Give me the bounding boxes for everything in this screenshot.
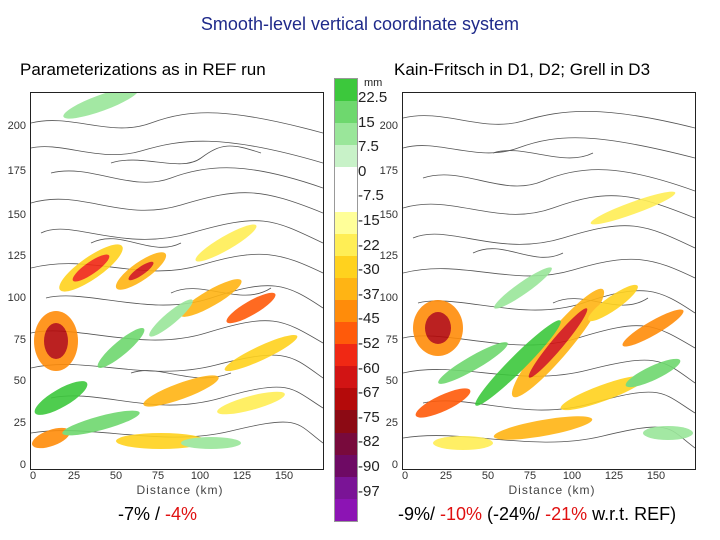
y-tick: 150: [7, 209, 26, 221]
x-tick: 75: [523, 470, 537, 482]
y-tick: 0: [391, 459, 398, 471]
y-tick: 75: [13, 334, 26, 346]
right-map-plot: [402, 92, 696, 470]
x-tick: 75: [151, 470, 165, 482]
colorbar-label: -82: [358, 433, 380, 451]
colorbar-cell: [335, 167, 357, 190]
colorbar-cell: [335, 299, 357, 323]
y-tick: 75: [385, 334, 398, 346]
colorbar-label: -97: [358, 482, 380, 500]
colorbar-label: -37: [358, 285, 380, 303]
colorbar-cell: [335, 454, 357, 477]
colorbar-label: -22: [358, 236, 380, 254]
right-map-panel: 200 175 150 125 100 75 50 25 0 0 25 50 7…: [372, 86, 702, 500]
x-tick: 50: [481, 470, 495, 482]
right-result-a: -9%/: [398, 504, 441, 524]
colorbar-label: 15: [358, 113, 375, 131]
colorbar-label: -60: [358, 359, 380, 377]
colorbar-label: 7.5: [358, 138, 379, 156]
colorbar-cell: [335, 211, 357, 234]
left-map-plot: [30, 92, 324, 470]
x-axis-label: Distance (km): [136, 483, 224, 497]
colorbar-unit: mm: [364, 77, 383, 89]
y-tick: 25: [13, 417, 26, 429]
colorbar-cell: [335, 432, 357, 455]
colorbar-cell: [335, 388, 357, 411]
y-tick: 100: [7, 292, 26, 304]
right-result-c: (-24%/: [482, 504, 546, 524]
x-tick: 50: [109, 470, 123, 482]
x-tick: 150: [274, 470, 294, 482]
right-result-e: w.r.t. REF): [587, 504, 677, 524]
y-tick: 50: [13, 375, 26, 387]
left-result: -7% / -4%: [118, 504, 197, 525]
y-tick: 200: [379, 120, 398, 132]
y-tick: 50: [385, 375, 398, 387]
y-tick: 200: [7, 120, 26, 132]
y-tick: 25: [385, 417, 398, 429]
x-tick: 25: [439, 470, 453, 482]
y-tick: 175: [379, 165, 398, 177]
colorbar-label: -52: [358, 335, 380, 352]
x-tick: 125: [232, 470, 252, 482]
x-tick: 125: [604, 470, 624, 482]
y-tick: 175: [7, 165, 26, 177]
x-tick: 25: [67, 470, 81, 482]
colorbar-label: -67: [358, 384, 380, 402]
x-tick: 100: [190, 470, 210, 482]
colorbar-label: -30: [358, 261, 380, 279]
colorbar-label: -7.5: [358, 187, 384, 205]
colorbar-cell: [335, 366, 357, 389]
colorbar-cell: [335, 322, 357, 345]
colorbar-cell: [335, 233, 357, 256]
colorbar-cell: [335, 476, 357, 499]
colorbar-labels: 22.5 15 7.5 0 -7.5 -15 -22 -30 -37 -45 -52 -60 -67 -7…: [358, 78, 394, 520]
left-map-panel: 200 175 150 125 100 75 50 25 0 0 25 50 7…: [0, 86, 330, 500]
left-panel-title: Parameterizations as in REF run: [20, 60, 266, 79]
right-result: -9%/ -10% (-24%/ -21% w.r.t. REF): [398, 504, 676, 525]
x-tick: 0: [401, 470, 409, 482]
colorbar-cell: [335, 410, 357, 433]
colorbar-cell: [335, 498, 357, 521]
colorbar-label: 0: [358, 162, 367, 180]
left-result-prefix: -7% /: [118, 504, 166, 524]
colorbar-label: -75: [358, 408, 380, 426]
right-precip-map: [403, 110, 695, 450]
y-tick: 150: [379, 209, 398, 221]
page-title: Smooth-level vertical coordinate system: [200, 14, 520, 34]
colorbar-cell: [335, 101, 357, 124]
colorbar-label: -45: [358, 310, 380, 328]
left-result-red: -4%: [165, 504, 198, 524]
colorbar-label: -90: [358, 458, 380, 475]
x-tick: 150: [646, 470, 666, 482]
colorbar-cell: [335, 255, 357, 278]
colorbar-cell: [335, 145, 357, 168]
colorbar-cell: [335, 189, 357, 212]
precip-colorbar: [334, 78, 358, 522]
left-precip-map: [31, 93, 323, 449]
right-result-b: -10%: [440, 504, 483, 524]
colorbar-label: 22.5: [358, 89, 388, 106]
y-tick: 125: [379, 250, 398, 262]
colorbar-cell: [335, 277, 357, 300]
colorbar-label: -15: [358, 212, 380, 229]
y-tick: 100: [379, 292, 398, 304]
colorbar-cell: [335, 123, 357, 146]
x-tick: 0: [29, 470, 37, 482]
y-tick: 0: [19, 459, 26, 471]
y-tick: 125: [7, 250, 26, 262]
right-panel-title: Kain-Fritsch in D1, D2; Grell in D3: [394, 60, 651, 79]
x-tick: 100: [562, 470, 582, 482]
x-axis-label: Distance (km): [508, 483, 596, 497]
right-result-d: -21%: [545, 504, 588, 524]
colorbar-cell: [335, 344, 357, 367]
colorbar-cell: [335, 79, 357, 102]
